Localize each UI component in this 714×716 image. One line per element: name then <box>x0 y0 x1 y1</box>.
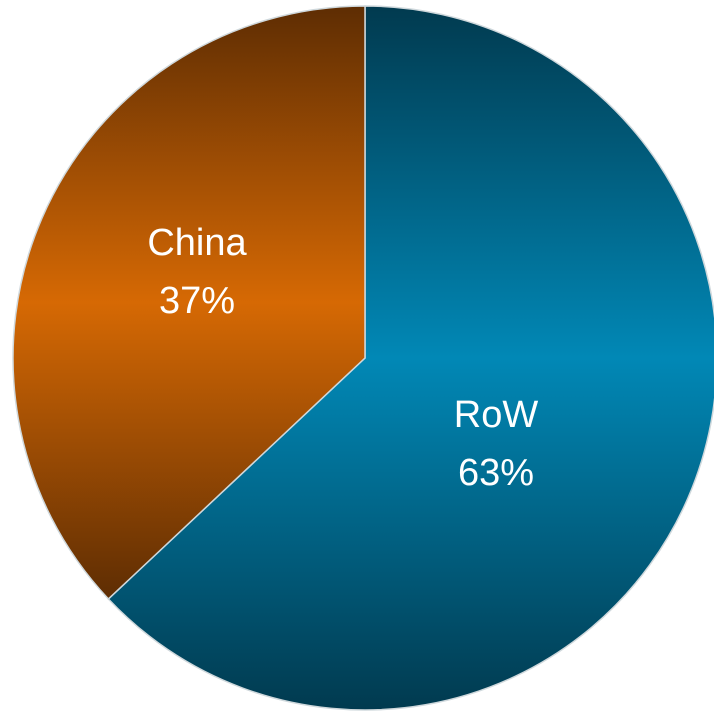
slice-label-row: RoW <box>454 394 539 436</box>
slices-layer <box>12 5 714 711</box>
pie-slice-china <box>12 5 366 601</box>
slice-percent-china: 37% <box>159 280 235 322</box>
slice-label-china: China <box>147 222 247 264</box>
pie-slice-row <box>107 5 714 711</box>
slice-percent-row: 63% <box>458 452 534 494</box>
labels-layer: RoW 63% China 37% <box>147 222 538 494</box>
